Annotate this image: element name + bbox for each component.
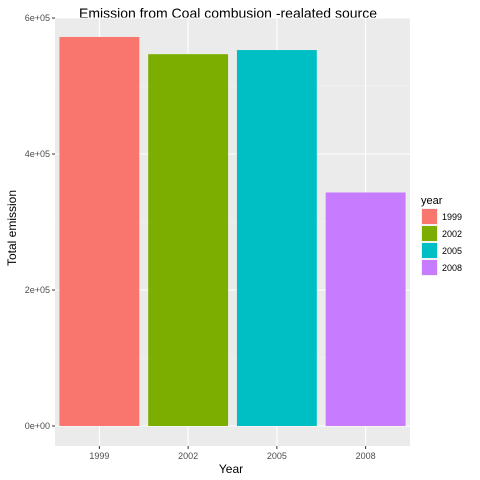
legend-label: 2008 [442,263,462,273]
legend-swatch-1999 [422,209,437,224]
y-tick-label: 2e+05 [25,285,50,295]
y-tick-label: 0e+00 [25,421,50,431]
legend-swatch-2002 [422,226,437,241]
chart-title: Emission from Coal combusion -realated s… [79,5,377,21]
x-tick-label: 1999 [89,451,109,461]
legend-label: 1999 [442,212,462,222]
y-tick-label: 6e+05 [25,13,50,23]
bars-group [59,36,406,427]
y-tick-label: 4e+05 [25,149,50,159]
legend-swatch-2008 [422,260,437,275]
y-axis-ticks: 0e+00 2e+05 4e+05 6e+05 [25,13,55,431]
legend-label: 2005 [442,246,462,256]
bar-2008 [325,192,406,426]
x-tick-label: 2002 [178,451,198,461]
legend: year 1999 2002 2005 2008 [421,195,462,276]
bar-2002 [148,54,229,427]
x-axis-ticks: 1999 2002 2005 2008 [89,446,376,461]
legend-label: 2002 [442,229,462,239]
legend-title: year [421,195,443,207]
bar-2005 [236,50,317,426]
legend-swatch-2005 [422,243,437,258]
x-tick-label: 2008 [356,451,376,461]
x-tick-label: 2005 [267,451,287,461]
x-axis-label: Year [219,462,243,476]
bar-1999 [59,36,140,427]
y-axis-label: Total emission [5,190,19,266]
